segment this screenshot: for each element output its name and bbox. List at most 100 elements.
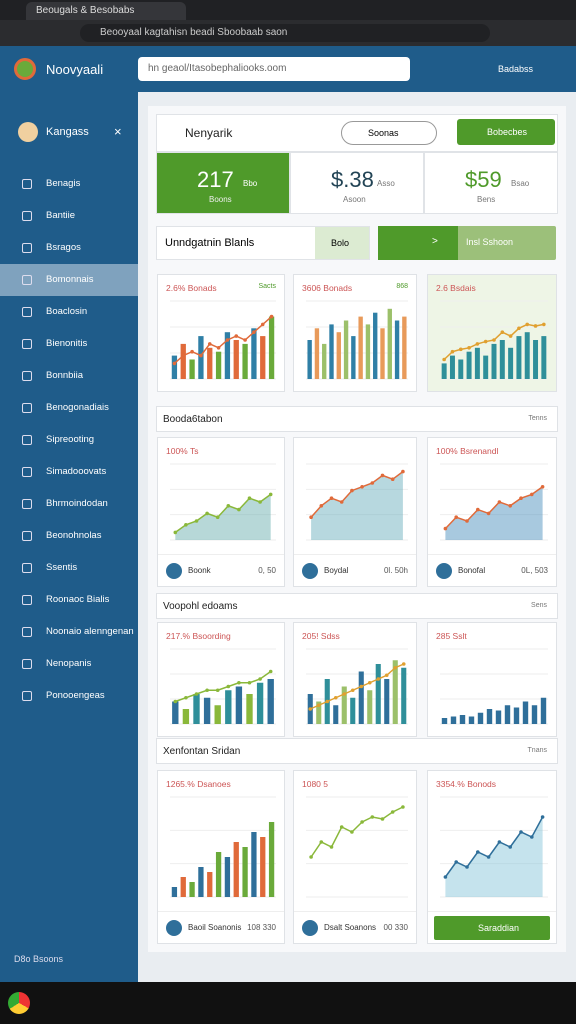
nav-item[interactable]: Nenopanis bbox=[0, 648, 138, 680]
point bbox=[530, 835, 534, 839]
line bbox=[444, 816, 544, 878]
nav-item[interactable]: Simadooovats bbox=[0, 456, 138, 488]
nav-label: Bsragos bbox=[46, 242, 81, 253]
bar bbox=[387, 308, 392, 379]
point bbox=[530, 492, 534, 497]
nav-item[interactable]: Bhrmoindodan bbox=[0, 488, 138, 520]
nav-label: Benogonadiais bbox=[46, 402, 109, 413]
nav-item[interactable]: Beonohnolas bbox=[0, 520, 138, 552]
nav-item[interactable]: Ponooengeas bbox=[0, 680, 138, 712]
point bbox=[519, 830, 523, 834]
section-link[interactable]: Tnans bbox=[527, 747, 547, 754]
stat-label: Bens bbox=[477, 195, 496, 204]
url-bar[interactable]: Beooyaal kagtahisn beadi Sboobaab saon bbox=[80, 24, 490, 42]
filter-option[interactable]: Insl Sshoon bbox=[466, 237, 514, 247]
bar bbox=[333, 705, 339, 724]
card-footer: Dsalt Soanons 00 330 bbox=[294, 911, 416, 943]
nav-item[interactable]: Boaclosin bbox=[0, 296, 138, 328]
bar bbox=[468, 716, 475, 724]
search[interactable]: hn geaol/Itasobephaliooks.oom bbox=[138, 57, 410, 81]
primary-button[interactable]: Bobecbes bbox=[457, 119, 555, 145]
point bbox=[360, 820, 364, 824]
bar bbox=[441, 718, 448, 724]
point bbox=[458, 347, 463, 352]
nav-item[interactable]: Benogonadiais bbox=[0, 392, 138, 424]
point bbox=[173, 530, 178, 535]
bar bbox=[203, 697, 211, 724]
footer-label: Boydal bbox=[324, 566, 349, 575]
point bbox=[350, 488, 354, 493]
point bbox=[384, 673, 389, 678]
card-title: 217.% Bsoording bbox=[166, 631, 231, 641]
nav-icon bbox=[22, 691, 32, 701]
footer-value: 0, 50 bbox=[258, 566, 276, 575]
nav-icon bbox=[22, 275, 32, 285]
nav-item[interactable]: Bienonitis bbox=[0, 328, 138, 360]
nav-item[interactable]: Sipreooting bbox=[0, 424, 138, 456]
bar bbox=[522, 701, 529, 724]
point bbox=[519, 496, 523, 500]
point bbox=[508, 504, 512, 508]
nav-item[interactable]: Bantiie bbox=[0, 200, 138, 232]
nav-item[interactable]: Bsragos bbox=[0, 232, 138, 264]
nav-item[interactable]: Bomonnais bbox=[0, 264, 138, 296]
section-header: Xenfontan Sridan Tnans bbox=[156, 738, 558, 764]
nav-icon bbox=[22, 627, 32, 637]
go-button[interactable]: > bbox=[378, 226, 458, 260]
nav-item[interactable]: Noonaio alenngenan bbox=[0, 616, 138, 648]
section-header: Voopohl edoams Sens bbox=[156, 593, 558, 619]
bar bbox=[384, 679, 390, 724]
tab[interactable]: Beougals & Besobabs bbox=[26, 2, 186, 20]
browser-icon[interactable] bbox=[8, 992, 30, 1014]
point bbox=[268, 669, 273, 674]
bar bbox=[215, 852, 222, 897]
footer-label: Baoil Soanonis bbox=[188, 923, 242, 932]
close[interactable]: × bbox=[114, 124, 122, 139]
nav-item[interactable]: Benagis bbox=[0, 168, 138, 200]
point bbox=[194, 692, 199, 696]
bar bbox=[198, 867, 204, 897]
chart bbox=[170, 463, 276, 541]
bar bbox=[260, 837, 266, 897]
point bbox=[483, 339, 488, 344]
user-menu[interactable]: Badabss bbox=[498, 64, 534, 74]
bar bbox=[450, 716, 457, 724]
chart bbox=[170, 648, 276, 725]
section-link[interactable]: Tenns bbox=[528, 415, 547, 422]
point bbox=[243, 338, 247, 342]
footer-value: 0l. 50h bbox=[383, 566, 408, 575]
point bbox=[329, 845, 334, 849]
bar bbox=[260, 336, 266, 379]
nav-label: Benagis bbox=[46, 178, 81, 189]
nav-label: Nenopanis bbox=[46, 658, 92, 669]
point bbox=[247, 680, 252, 685]
card-title: 3354.% Bonods bbox=[436, 779, 497, 789]
bar bbox=[172, 701, 179, 724]
bar bbox=[224, 857, 231, 897]
nav-item[interactable]: Roonaoc Bialis bbox=[0, 584, 138, 616]
nav-item[interactable]: Bonnbiia bbox=[0, 360, 138, 392]
nav-label: Sipreooting bbox=[46, 434, 95, 445]
bar bbox=[350, 697, 356, 724]
bar bbox=[358, 671, 364, 724]
nav-item[interactable]: Ssentis bbox=[0, 552, 138, 584]
content: Nenyarik Soonas Bobecbes Unndgatnin Blan… bbox=[148, 106, 566, 952]
filter-tag[interactable]: Bolo bbox=[315, 227, 369, 259]
point bbox=[508, 845, 512, 849]
bar bbox=[402, 316, 407, 379]
nav-icon bbox=[22, 179, 32, 189]
stat-unit: Asso bbox=[377, 179, 395, 188]
section-title: Xenfontan Sridan bbox=[163, 746, 241, 757]
section-link[interactable]: Sens bbox=[531, 602, 547, 609]
point bbox=[359, 684, 364, 689]
select[interactable]: Soonas bbox=[341, 121, 437, 145]
nav-icon bbox=[22, 467, 32, 477]
line bbox=[174, 493, 272, 534]
point bbox=[309, 855, 313, 859]
point bbox=[508, 334, 513, 338]
footer-button[interactable]: Saraddian bbox=[434, 916, 550, 940]
card-title: 3606 Bonads bbox=[302, 283, 353, 293]
line bbox=[444, 486, 544, 530]
point bbox=[215, 688, 220, 693]
bar bbox=[207, 347, 213, 379]
